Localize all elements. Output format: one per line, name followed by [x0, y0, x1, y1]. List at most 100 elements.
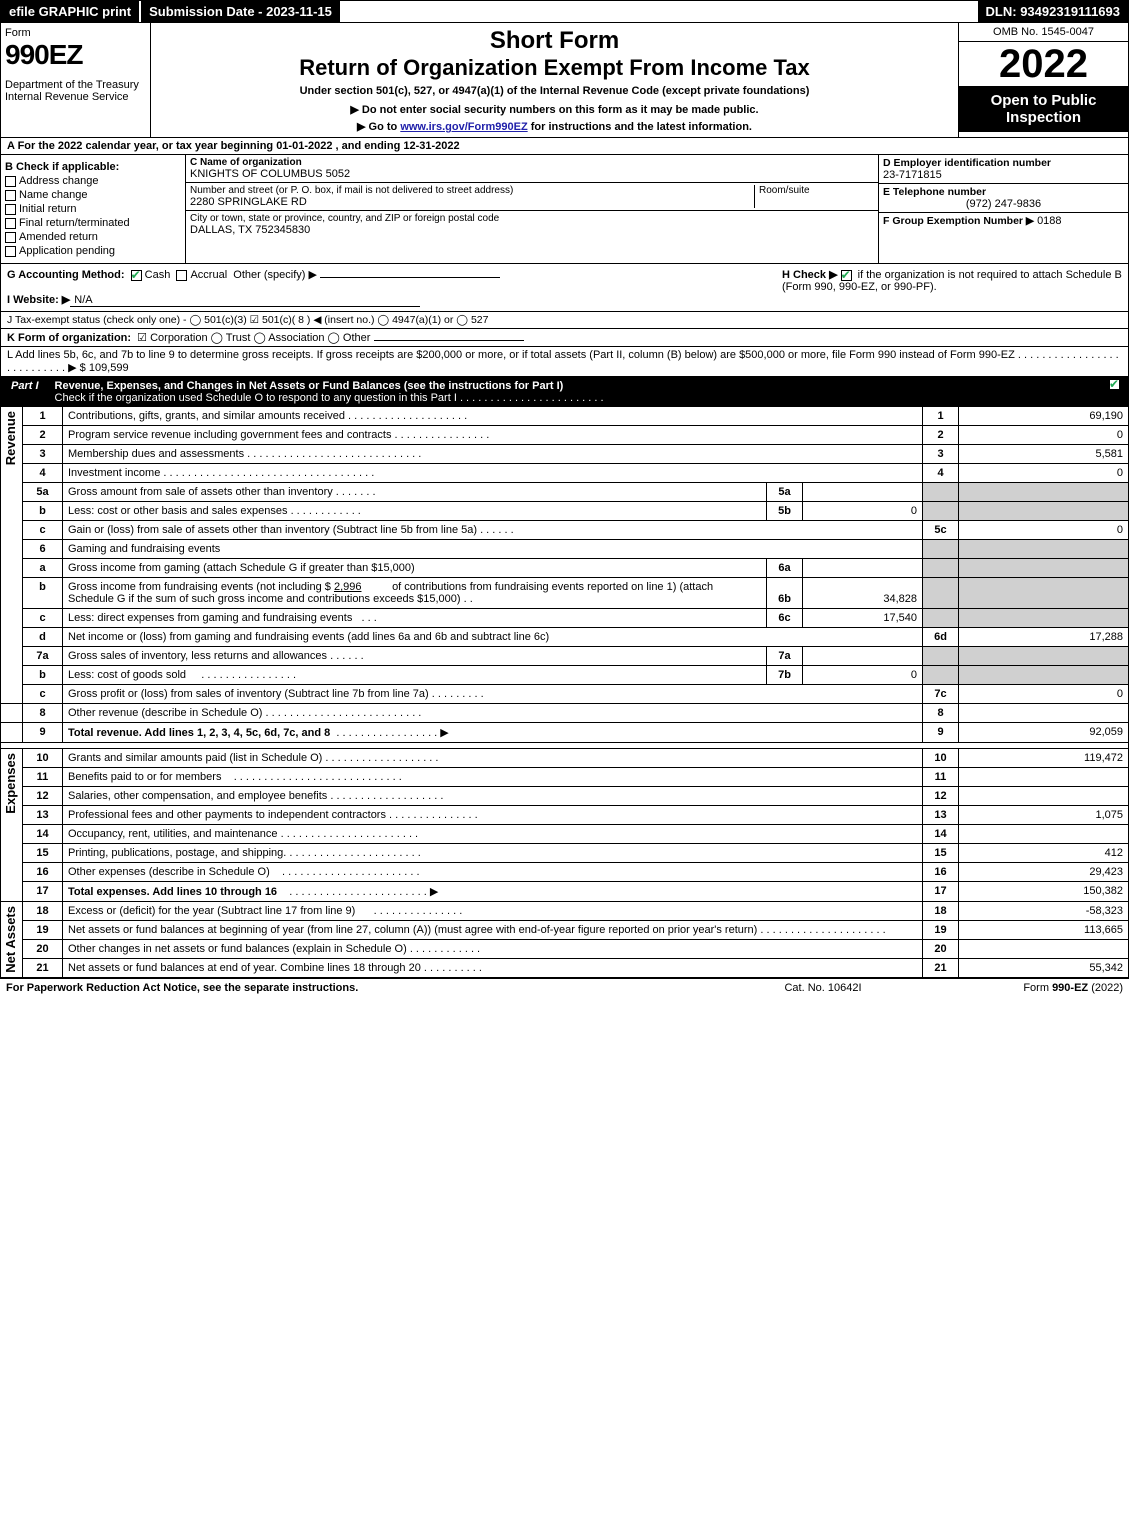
- line-20-desc: Other changes in net assets or fund bala…: [68, 943, 407, 955]
- line-7a-desc: Gross sales of inventory, less returns a…: [68, 650, 327, 662]
- line-17-numcol: 17: [923, 882, 959, 902]
- c-label: C Name of organization: [190, 157, 874, 168]
- line-5b-sub: 5b: [767, 502, 803, 521]
- amended-return-checkbox[interactable]: [5, 232, 16, 243]
- line-6-desc: Gaming and fundraising events: [63, 540, 923, 559]
- line-8-val: [959, 704, 1129, 723]
- street-address: 2280 SPRINGLAKE RD: [190, 196, 754, 208]
- line-1-desc: Contributions, gifts, grants, and simila…: [68, 410, 345, 422]
- line-11-desc: Benefits paid to or for members: [68, 771, 221, 783]
- line-5c-numcol: 5c: [923, 521, 959, 540]
- line-6b-num: b: [23, 578, 63, 609]
- g-label: G Accounting Method:: [7, 269, 125, 281]
- efile-label[interactable]: efile GRAPHIC print: [1, 1, 139, 22]
- line-2-desc: Program service revenue including govern…: [68, 429, 391, 441]
- line-3-val: 5,581: [959, 445, 1129, 464]
- b-item-4: Amended return: [19, 231, 98, 243]
- line-13-num: 13: [23, 806, 63, 825]
- line-17-num: 17: [23, 882, 63, 902]
- schedule-o-checkbox[interactable]: [1109, 379, 1120, 390]
- expenses-section-label: Expenses: [1, 749, 20, 818]
- line-6c-desc: Less: direct expenses from gaming and fu…: [68, 612, 352, 624]
- final-return-checkbox[interactable]: [5, 218, 16, 229]
- irs-link[interactable]: www.irs.gov/Form990EZ: [400, 121, 527, 133]
- line-12-val: [959, 787, 1129, 806]
- line-7b-sub: 7b: [767, 666, 803, 685]
- line-2-num: 2: [23, 426, 63, 445]
- line-14-numcol: 14: [923, 825, 959, 844]
- line-2-numcol: 2: [923, 426, 959, 445]
- line-3-desc: Membership dues and assessments: [68, 448, 244, 460]
- ein-value: 23-7171815: [883, 169, 1124, 181]
- line-20-val: [959, 940, 1129, 959]
- cash-checkbox[interactable]: [131, 270, 142, 281]
- line-20-num: 20: [23, 940, 63, 959]
- k-opts: ☑ Corporation ◯ Trust ◯ Association ◯ Ot…: [137, 332, 370, 344]
- line-18-num: 18: [23, 902, 63, 921]
- line-21-numcol: 21: [923, 959, 959, 978]
- line-5b-num: b: [23, 502, 63, 521]
- submission-date: Submission Date - 2023-11-15: [139, 1, 340, 22]
- line-7a-subval: [803, 647, 923, 666]
- line-6b-sub: 6b: [767, 578, 803, 609]
- line-18-val: -58,323: [959, 902, 1129, 921]
- address-change-checkbox[interactable]: [5, 176, 16, 187]
- name-change-checkbox[interactable]: [5, 190, 16, 201]
- line-17-desc: Total expenses. Add lines 10 through 16: [68, 886, 277, 898]
- netassets-section-label: Net Assets: [1, 902, 20, 977]
- return-title: Return of Organization Exempt From Incom…: [155, 55, 954, 81]
- part1-num: Part I: [1, 378, 49, 394]
- line-6b-desc1: Gross income from fundraising events (no…: [68, 581, 331, 593]
- footer-center: Cat. No. 10642I: [723, 982, 923, 994]
- omb-number: OMB No. 1545-0047: [959, 23, 1128, 42]
- initial-return-checkbox[interactable]: [5, 204, 16, 215]
- line-11-val: [959, 768, 1129, 787]
- b-item-1: Name change: [19, 189, 88, 201]
- line-6c-num: c: [23, 609, 63, 628]
- line-11-numcol: 11: [923, 768, 959, 787]
- footer-right: Form 990-EZ (2022): [923, 982, 1123, 994]
- l-text: L Add lines 5b, 6c, and 7b to line 9 to …: [7, 349, 1015, 361]
- line-21-desc: Net assets or fund balances at end of ye…: [68, 962, 421, 974]
- line-7b-desc: Less: cost of goods sold: [68, 669, 186, 681]
- line-18-numcol: 18: [923, 902, 959, 921]
- page-footer: For Paperwork Reduction Act Notice, see …: [0, 978, 1129, 997]
- b-label: B Check if applicable:: [5, 161, 181, 173]
- b-item-3: Final return/terminated: [19, 217, 130, 229]
- b-item-0: Address change: [19, 175, 99, 187]
- line-10-val: 119,472: [959, 749, 1129, 768]
- line-12-desc: Salaries, other compensation, and employ…: [68, 790, 327, 802]
- line-21-val: 55,342: [959, 959, 1129, 978]
- application-pending-checkbox[interactable]: [5, 246, 16, 257]
- h-label: H Check ▶: [782, 269, 838, 281]
- line-17-val: 150,382: [959, 882, 1129, 902]
- accrual-label: Accrual: [190, 269, 227, 281]
- line-15-numcol: 15: [923, 844, 959, 863]
- website-value: N/A: [70, 294, 420, 307]
- schedule-b-checkbox[interactable]: [841, 270, 852, 281]
- accounting-method-row: G Accounting Method: Cash Accrual Other …: [0, 264, 1129, 312]
- line-10-numcol: 10: [923, 749, 959, 768]
- line-18-desc: Excess or (deficit) for the year (Subtra…: [68, 905, 355, 917]
- line-13-desc: Professional fees and other payments to …: [68, 809, 386, 821]
- line-11-num: 11: [23, 768, 63, 787]
- do-not-enter: ▶ Do not enter social security numbers o…: [155, 103, 954, 116]
- accrual-checkbox[interactable]: [176, 270, 187, 281]
- line-4-desc: Investment income: [68, 467, 160, 479]
- l-amount: $ 109,599: [80, 362, 129, 374]
- line-7a-sub: 7a: [767, 647, 803, 666]
- line-6c-subval: 17,540: [803, 609, 923, 628]
- line-9-val: 92,059: [959, 723, 1129, 743]
- addr-label: Number and street (or P. O. box, if mail…: [190, 185, 754, 196]
- line-16-val: 29,423: [959, 863, 1129, 882]
- line-19-desc: Net assets or fund balances at beginning…: [68, 924, 757, 936]
- line-6b-amt: 2,996: [334, 581, 362, 593]
- part1-sub: Check if the organization used Schedule …: [55, 392, 457, 404]
- line-1-val: 69,190: [959, 407, 1129, 426]
- b-item-5: Application pending: [19, 245, 115, 257]
- open-to-public: Open to Public Inspection: [959, 86, 1128, 132]
- line-1-numcol: 1: [923, 407, 959, 426]
- goto-line: ▶ Go to www.irs.gov/Form990EZ for instru…: [155, 120, 954, 133]
- line-7c-desc: Gross profit or (loss) from sales of inv…: [68, 688, 429, 700]
- under-section: Under section 501(c), 527, or 4947(a)(1)…: [155, 85, 954, 97]
